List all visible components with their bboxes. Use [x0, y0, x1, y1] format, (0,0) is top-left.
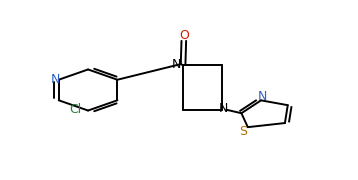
Text: N: N	[51, 73, 61, 86]
Text: S: S	[240, 125, 247, 138]
Text: N: N	[257, 90, 267, 103]
Text: Cl: Cl	[69, 103, 82, 116]
Text: N: N	[171, 58, 181, 71]
Text: N: N	[219, 102, 229, 115]
Text: O: O	[179, 29, 189, 42]
